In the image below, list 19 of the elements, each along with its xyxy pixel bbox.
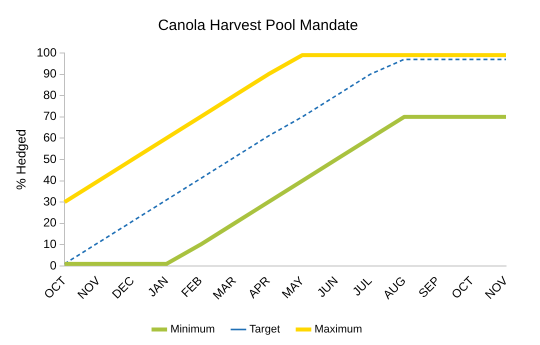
chart-title: Canola Harvest Pool Mandate <box>158 17 358 34</box>
y-tick-label: 30 <box>43 194 57 208</box>
y-tick-label: 20 <box>43 216 57 230</box>
x-tick-label: JUL <box>350 273 375 299</box>
y-tick-label: 10 <box>43 236 57 251</box>
legend-label: Maximum <box>314 324 362 336</box>
y-tick-label: 90 <box>43 66 57 81</box>
y-tick-label: 60 <box>43 130 57 144</box>
y-tick-label: 50 <box>43 152 57 166</box>
y-tick-label: 70 <box>43 109 57 124</box>
y-axis-title: % Hedged <box>13 129 28 190</box>
x-tick-label: FEB <box>178 274 205 300</box>
y-tick-label: 40 <box>43 173 57 188</box>
y-tick-label: 0 <box>50 258 57 272</box>
y-tick-label: 80 <box>43 88 57 102</box>
legend-label: Minimum <box>170 324 215 336</box>
x-tick-label: SEP <box>416 274 443 300</box>
legend-label: Target <box>249 324 280 336</box>
y-tick-label: 100 <box>36 45 57 60</box>
